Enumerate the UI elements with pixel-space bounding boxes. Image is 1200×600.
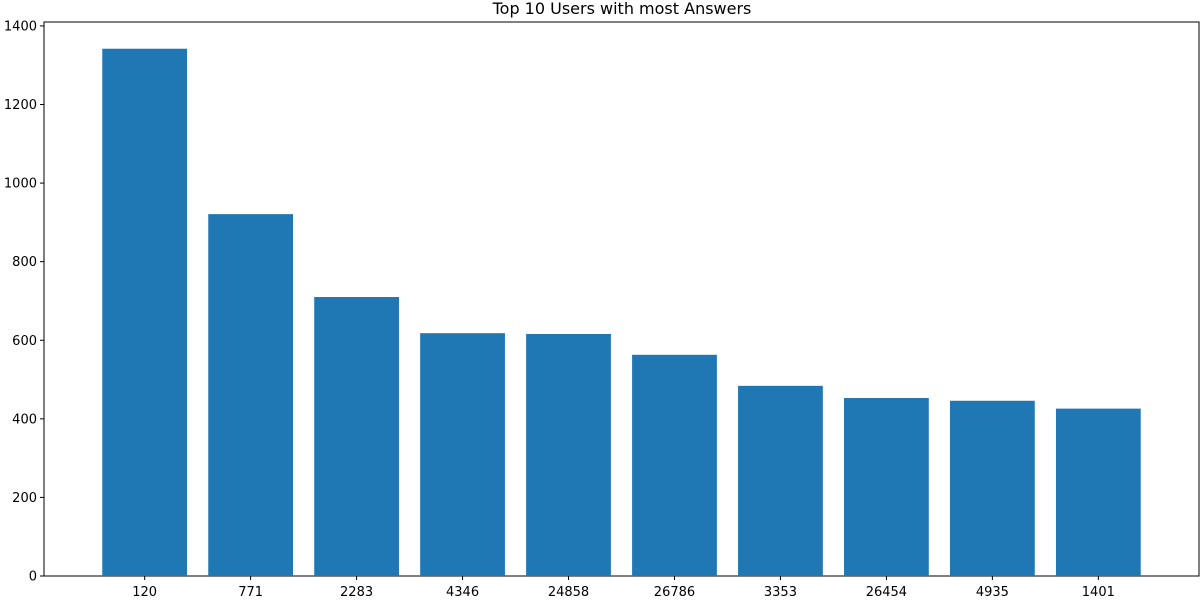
bar-120 — [102, 48, 188, 577]
x-tick-label: 4935 — [976, 585, 1009, 600]
bars — [102, 48, 1141, 577]
plot-frame — [43, 21, 1200, 577]
bar-1401 — [1055, 408, 1141, 576]
x-tick-label: 26786 — [654, 585, 695, 600]
x-tick-label: 771 — [238, 585, 263, 600]
y-tick-label: 1000 — [4, 177, 37, 192]
x-tick-label: 24858 — [548, 585, 589, 600]
x-tick-label: 120 — [132, 585, 157, 600]
bar-2283 — [314, 297, 399, 576]
x-tick-label: 3353 — [764, 585, 797, 600]
y-tick-label: 600 — [12, 334, 37, 349]
bar-26786 — [632, 354, 717, 576]
y-tick-label: 0 — [29, 570, 37, 585]
bar-4346 — [420, 333, 505, 576]
plot-area — [43, 21, 1200, 577]
bar-771 — [208, 214, 294, 577]
bar-3353 — [738, 385, 823, 576]
chart-title: Top 10 Users with most Answers — [492, 0, 752, 18]
x-tick-label: 2283 — [340, 585, 373, 600]
x-tick-label: 4346 — [446, 585, 479, 600]
y-tick-label: 400 — [12, 412, 37, 427]
bar-4935 — [949, 400, 1035, 576]
y-axis: 0 200 400 600 800 1000 1200 1400 — [4, 19, 44, 585]
y-tick-label: 200 — [12, 491, 37, 506]
y-tick-label: 1400 — [4, 19, 37, 34]
x-axis: 120 771 2283 4346 24858 26786 3353 26454 4935 140… — [132, 576, 1115, 600]
bar-24858 — [526, 333, 611, 576]
bar-26454 — [844, 398, 929, 576]
x-tick-label: 26454 — [866, 585, 907, 600]
x-tick-label: 1401 — [1082, 585, 1115, 600]
y-tick-label: 1200 — [4, 98, 37, 113]
y-tick-label: 800 — [12, 255, 37, 270]
